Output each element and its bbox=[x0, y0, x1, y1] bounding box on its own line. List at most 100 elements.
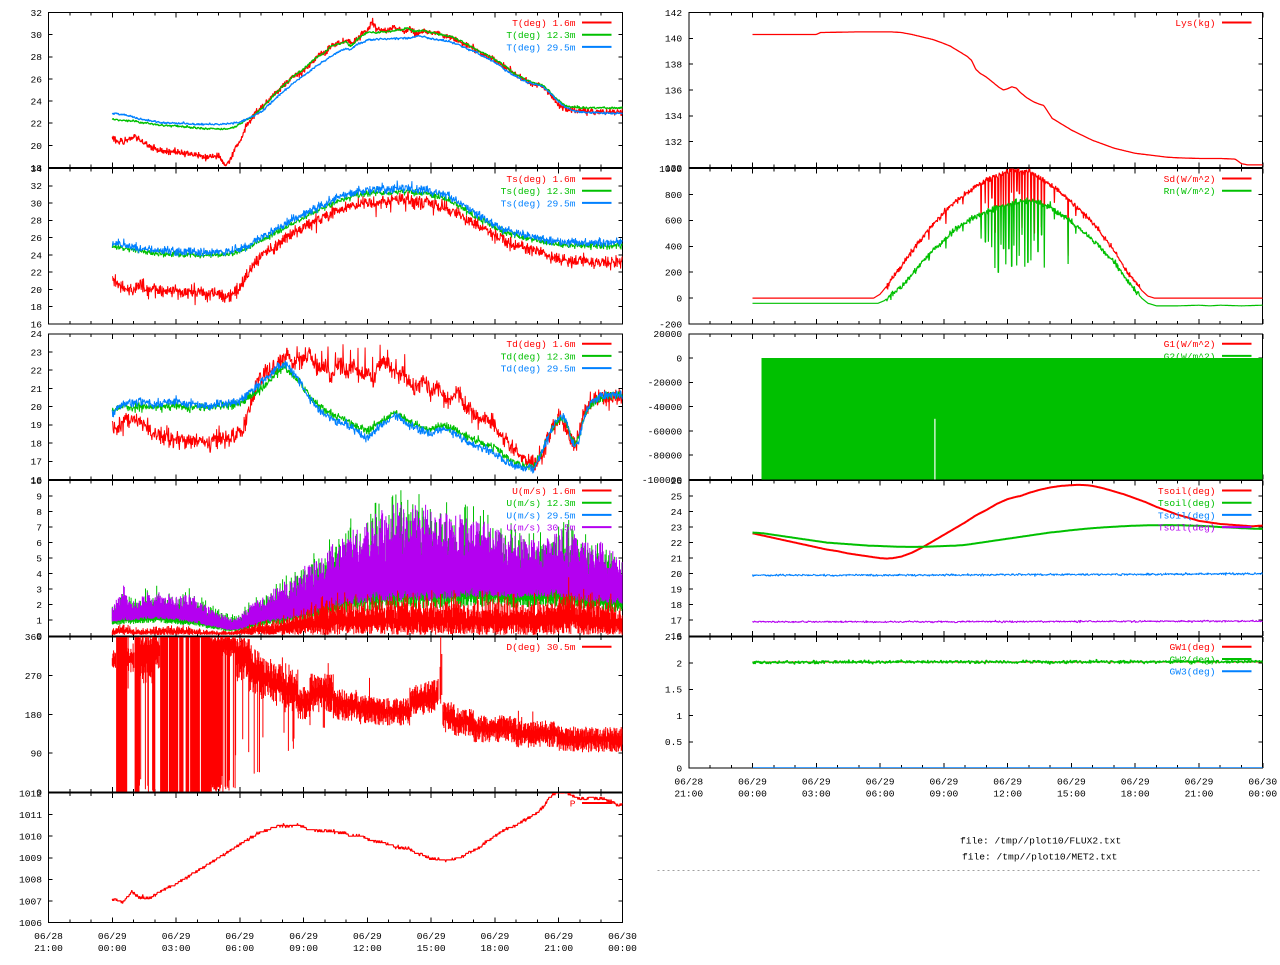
svg-text:Tsoil(deg): Tsoil(deg) bbox=[1158, 510, 1216, 521]
svg-text:6: 6 bbox=[36, 538, 42, 549]
svg-text:U(m/s) 30.5m: U(m/s) 30.5m bbox=[506, 523, 575, 534]
svg-text:20: 20 bbox=[671, 569, 683, 580]
svg-text:06/29: 06/29 bbox=[353, 931, 382, 942]
svg-text:16: 16 bbox=[30, 319, 42, 330]
svg-text:2: 2 bbox=[36, 600, 42, 611]
svg-text:180: 180 bbox=[25, 710, 43, 721]
svg-text:Tsoil(deg): Tsoil(deg) bbox=[1158, 498, 1216, 509]
svg-text:22: 22 bbox=[30, 268, 42, 279]
svg-text:138: 138 bbox=[665, 60, 683, 71]
svg-text:9: 9 bbox=[36, 491, 42, 502]
svg-text:3: 3 bbox=[36, 585, 42, 596]
svg-text:142: 142 bbox=[665, 8, 683, 19]
svg-text:20: 20 bbox=[30, 285, 42, 296]
svg-text:06/30: 06/30 bbox=[608, 931, 637, 942]
svg-text:06/29: 06/29 bbox=[1121, 777, 1150, 788]
svg-text:34: 34 bbox=[30, 164, 42, 175]
svg-text:4: 4 bbox=[36, 569, 42, 580]
svg-text:360: 360 bbox=[25, 632, 43, 643]
svg-text:26: 26 bbox=[671, 476, 683, 487]
svg-text:U(m/s) 29.5m: U(m/s) 29.5m bbox=[506, 510, 575, 521]
svg-text:Td(deg) 12.3m: Td(deg) 12.3m bbox=[501, 351, 576, 362]
svg-text:5: 5 bbox=[36, 554, 42, 565]
svg-text:T(deg) 12.3m: T(deg) 12.3m bbox=[506, 30, 575, 41]
svg-text:0: 0 bbox=[676, 353, 682, 364]
svg-text:0: 0 bbox=[36, 631, 42, 642]
svg-text:24: 24 bbox=[671, 507, 683, 518]
svg-text:U(m/s) 12.3m: U(m/s) 12.3m bbox=[506, 498, 575, 509]
svg-text:24: 24 bbox=[30, 97, 42, 108]
svg-text:06/28: 06/28 bbox=[34, 931, 63, 942]
svg-text:24: 24 bbox=[30, 250, 42, 261]
svg-text:270: 270 bbox=[25, 671, 43, 682]
svg-text:1009: 1009 bbox=[19, 853, 42, 864]
svg-text:15:00: 15:00 bbox=[417, 943, 446, 954]
svg-text:21: 21 bbox=[30, 384, 42, 395]
svg-text:2.5: 2.5 bbox=[665, 632, 683, 643]
svg-text:23: 23 bbox=[671, 523, 683, 534]
svg-text:32: 32 bbox=[30, 181, 42, 192]
svg-text:19: 19 bbox=[671, 585, 683, 596]
svg-text:-60000: -60000 bbox=[648, 426, 683, 437]
svg-text:1: 1 bbox=[676, 711, 682, 722]
svg-text:Tsoil(deg): Tsoil(deg) bbox=[1158, 486, 1216, 497]
svg-text:00:00: 00:00 bbox=[608, 943, 637, 954]
svg-text:134: 134 bbox=[665, 111, 683, 122]
svg-text:26: 26 bbox=[30, 74, 42, 85]
svg-text:18: 18 bbox=[671, 600, 683, 611]
svg-text:18: 18 bbox=[30, 439, 42, 450]
svg-text:06/29: 06/29 bbox=[162, 931, 191, 942]
svg-text:1.5: 1.5 bbox=[665, 685, 683, 696]
svg-text:16: 16 bbox=[30, 475, 42, 486]
svg-text:132: 132 bbox=[665, 137, 683, 148]
svg-text:15:00: 15:00 bbox=[1057, 789, 1086, 800]
svg-text:22: 22 bbox=[30, 366, 42, 377]
svg-text:G1(W/m^2): G1(W/m^2) bbox=[1164, 339, 1216, 350]
svg-text:GW1(deg): GW1(deg) bbox=[1169, 642, 1215, 653]
svg-text:03:00: 03:00 bbox=[162, 943, 191, 954]
svg-text:06/29: 06/29 bbox=[1185, 777, 1214, 788]
svg-text:06/29: 06/29 bbox=[1057, 777, 1086, 788]
svg-text:21:00: 21:00 bbox=[674, 789, 703, 800]
svg-text:17: 17 bbox=[671, 616, 683, 627]
svg-text:Ts(deg) 29.5m: Ts(deg) 29.5m bbox=[501, 198, 576, 209]
svg-text:21:00: 21:00 bbox=[34, 943, 63, 954]
svg-text:06/28: 06/28 bbox=[674, 777, 703, 788]
svg-text:-40000: -40000 bbox=[648, 402, 683, 413]
svg-text:Td(deg) 1.6m: Td(deg) 1.6m bbox=[506, 339, 575, 350]
svg-text:1006: 1006 bbox=[19, 918, 42, 929]
svg-text:7: 7 bbox=[36, 523, 42, 534]
svg-text:12:00: 12:00 bbox=[353, 943, 382, 954]
svg-text:20: 20 bbox=[30, 141, 42, 152]
svg-text:00:00: 00:00 bbox=[738, 789, 767, 800]
svg-text:18:00: 18:00 bbox=[481, 943, 510, 954]
svg-text:1011: 1011 bbox=[19, 810, 42, 821]
svg-text:2: 2 bbox=[676, 658, 682, 669]
svg-text:06/29: 06/29 bbox=[866, 777, 895, 788]
svg-text:P: P bbox=[570, 799, 576, 810]
svg-text:18: 18 bbox=[30, 163, 42, 174]
svg-text:1007: 1007 bbox=[19, 896, 42, 907]
svg-text:06/29: 06/29 bbox=[993, 777, 1022, 788]
svg-text:22: 22 bbox=[671, 538, 683, 549]
svg-text:17: 17 bbox=[30, 457, 42, 468]
svg-text:06/29: 06/29 bbox=[289, 931, 318, 942]
svg-text:GW2(deg): GW2(deg) bbox=[1169, 655, 1215, 666]
svg-text:28: 28 bbox=[30, 52, 42, 63]
svg-text:90: 90 bbox=[30, 749, 42, 760]
svg-text:23: 23 bbox=[30, 347, 42, 358]
svg-text:06:00: 06:00 bbox=[225, 943, 254, 954]
svg-text:0: 0 bbox=[676, 763, 682, 774]
svg-text:Td(deg) 29.5m: Td(deg) 29.5m bbox=[501, 364, 576, 375]
svg-text:400: 400 bbox=[665, 242, 683, 253]
svg-text:19: 19 bbox=[30, 420, 42, 431]
svg-text:-200: -200 bbox=[659, 319, 682, 330]
svg-text:file: /tmp//plot10/MET2.txt: file: /tmp//plot10/MET2.txt bbox=[962, 852, 1117, 863]
svg-text:21: 21 bbox=[671, 554, 683, 565]
svg-text:1: 1 bbox=[36, 616, 42, 627]
svg-text:06/29: 06/29 bbox=[738, 777, 767, 788]
svg-text:D(deg) 30.5m: D(deg) 30.5m bbox=[506, 642, 575, 653]
svg-text:06/29: 06/29 bbox=[481, 931, 510, 942]
svg-text:26: 26 bbox=[30, 233, 42, 244]
svg-text:06/30: 06/30 bbox=[1248, 777, 1277, 788]
